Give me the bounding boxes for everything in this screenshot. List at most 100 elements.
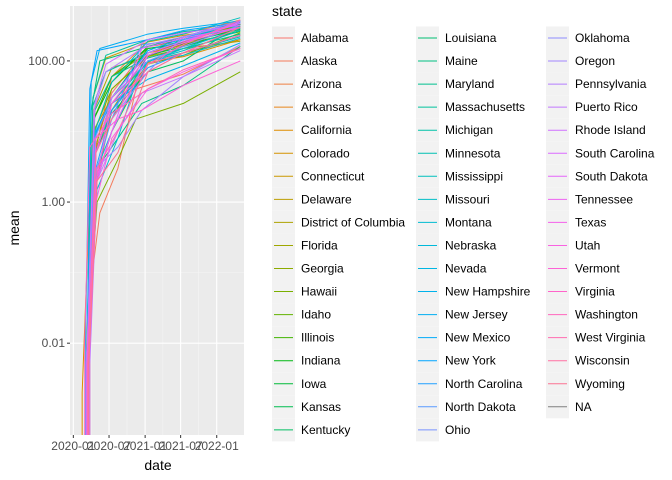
legend-label: Oregon	[575, 54, 615, 68]
legend-label: Mississippi	[445, 169, 503, 183]
legend-label: Utah	[575, 238, 600, 252]
legend-item: Georgia	[272, 257, 344, 280]
legend-item: Florida	[272, 233, 338, 257]
series-lines	[81, 17, 241, 435]
legend: state Alabama Alaska Arizona Arkansas Califo…	[272, 3, 655, 442]
legend-label: Virginia	[575, 285, 615, 299]
legend-label: Wisconsin	[575, 354, 630, 368]
legend-item: Arizona	[272, 72, 342, 96]
y-tick-label: 0.01	[42, 336, 66, 350]
legend-item: Washington	[546, 303, 638, 327]
legend-label: Delaware	[301, 192, 352, 206]
legend-label: West Virginia	[575, 331, 646, 345]
x-tick-label: 2021-01	[123, 439, 167, 453]
legend-item: California	[272, 118, 352, 142]
legend-item: Delaware	[272, 187, 352, 211]
legend-item: Wisconsin	[546, 349, 630, 373]
legend-item: Louisiana	[416, 26, 497, 50]
legend-item: Utah	[546, 233, 600, 257]
axes: 0.01 1.00 100.00 2020-012020-072021-012021-…	[28, 54, 239, 453]
legend-title: state	[272, 3, 303, 19]
legend-item: Tennessee	[546, 187, 633, 211]
x-axis-title: date	[144, 457, 171, 473]
legend-label: Alabama	[301, 31, 349, 45]
legend-label: Arizona	[301, 77, 342, 91]
legend-item: Hawaii	[272, 280, 337, 304]
legend-label: Washington	[575, 308, 638, 322]
legend-item: Maryland	[416, 72, 494, 96]
legend-label: Michigan	[445, 123, 493, 137]
legend-item: North Dakota	[416, 395, 516, 419]
legend-label: New Jersey	[445, 308, 508, 322]
series-line-washington	[84, 48, 241, 435]
x-tick-label: 2021-07	[159, 439, 203, 453]
legend-label: Tennessee	[575, 192, 633, 206]
legend-label: Oklahoma	[575, 31, 630, 45]
legend-label: District of Columbia	[301, 215, 405, 229]
legend-item: Idaho	[272, 303, 331, 327]
legend-label: New Hampshire	[445, 285, 531, 299]
y-axis-title: mean	[6, 210, 22, 245]
legend-item: Michigan	[416, 118, 493, 142]
legend-item: Puerto Rico	[546, 95, 638, 119]
legend-label: NA	[575, 400, 592, 414]
legend-item: Connecticut	[272, 164, 365, 188]
legend-label: Maryland	[445, 77, 494, 91]
legend-item: Minnesota	[416, 141, 501, 165]
legend-item: Kansas	[272, 395, 341, 419]
legend-item: New Hampshire	[416, 280, 531, 304]
legend-label: Montana	[445, 215, 492, 229]
legend-item: South Carolina	[546, 141, 655, 165]
legend-label: South Dakota	[575, 169, 648, 183]
legend-label: Missouri	[445, 192, 490, 206]
legend-item: Missouri	[416, 187, 490, 211]
legend-item: Ohio	[416, 418, 471, 442]
legend-label: Vermont	[575, 262, 620, 276]
legend-label: New York	[445, 354, 497, 368]
legend-item: Vermont	[546, 257, 620, 280]
legend-label: Texas	[575, 215, 606, 229]
legend-label: Kentucky	[301, 423, 350, 437]
legend-item: Nevada	[416, 257, 487, 280]
legend-label: New Mexico	[445, 331, 511, 345]
legend-item: Kentucky	[272, 418, 350, 442]
legend-label: Florida	[301, 238, 338, 252]
legend-label: Pennsylvania	[575, 77, 647, 91]
legend-label: Illinois	[301, 331, 334, 345]
legend-label: Indiana	[301, 354, 341, 368]
legend-label: Colorado	[301, 146, 350, 160]
legend-item: New Jersey	[416, 303, 508, 327]
legend-item: Montana	[416, 210, 492, 234]
legend-item: Virginia	[546, 280, 615, 304]
legend-item: Colorado	[272, 141, 350, 165]
legend-item: Alabama	[272, 26, 349, 50]
legend-label: Kansas	[301, 400, 341, 414]
x-tick-label: 2020-01	[51, 439, 95, 453]
legend-item: New Mexico	[416, 326, 511, 350]
legend-item: South Dakota	[546, 164, 648, 188]
legend-label: Arkansas	[301, 100, 351, 114]
legend-item: North Carolina	[416, 372, 523, 396]
x-tick-label: 2020-07	[87, 439, 131, 453]
legend-label: Nebraska	[445, 238, 497, 252]
legend-item: West Virginia	[546, 326, 646, 350]
legend-label: North Carolina	[445, 377, 523, 391]
legend-item: Texas	[546, 210, 606, 234]
legend-item: Alaska	[272, 49, 337, 73]
legend-item: Illinois	[272, 326, 334, 350]
legend-item: NA	[546, 395, 592, 419]
legend-label: Nevada	[445, 262, 487, 276]
legend-label: Alaska	[301, 54, 337, 68]
legend-item: Oregon	[546, 49, 615, 73]
legend-item: Nebraska	[416, 233, 497, 257]
y-tick-label: 1.00	[42, 195, 66, 209]
legend-label: California	[301, 123, 352, 137]
legend-item: Maine	[416, 49, 478, 73]
legend-item: New York	[416, 349, 497, 373]
legend-label: Puerto Rico	[575, 100, 638, 114]
legend-item: Rhode Island	[546, 118, 646, 142]
legend-label: Louisiana	[445, 31, 497, 45]
legend-label: Rhode Island	[575, 123, 646, 137]
legend-label: Maine	[445, 54, 478, 68]
